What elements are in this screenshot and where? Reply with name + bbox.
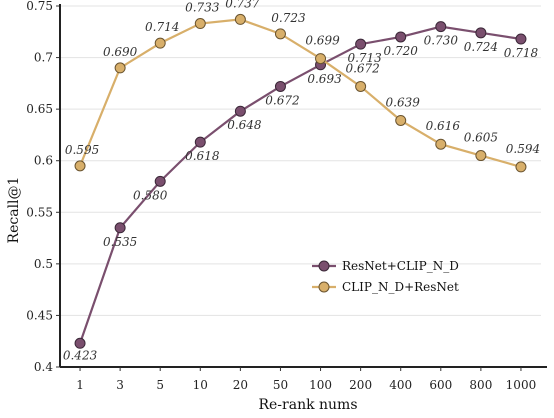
y-tick-label: 0.45 [26,308,53,322]
y-tick-label: 0.6 [34,154,53,168]
data-label: 0.535 [103,235,137,249]
data-point [515,161,527,173]
data-point [274,28,286,40]
data-label: 0.639 [386,95,421,109]
data-point [475,27,487,39]
x-tick-label: 3 [116,378,124,392]
data-label: 0.699 [305,34,340,48]
data-point [515,33,527,45]
data-label: 0.690 [103,45,138,59]
x-tick-label: 600 [429,378,452,392]
data-point [74,337,86,349]
data-label: 0.713 [347,51,382,65]
x-tick-label: 800 [469,378,492,392]
legend: ResNet+CLIP_N_D CLIP_N_D+ResNet [312,259,459,294]
data-point [435,138,447,150]
data-label: 0.720 [384,44,419,58]
data-label: 0.594 [506,142,540,156]
legend-label-clip-resnet: CLIP_N_D+ResNet [342,280,459,294]
series-layer [74,13,527,349]
x-tick-label: 20 [233,378,248,392]
data-label: 0.672 [345,61,379,75]
data-label: 0.616 [426,119,461,133]
grid-layer [60,5,541,368]
data-label: 0.580 [133,188,168,202]
legend-marker-clip-resnet [318,281,330,293]
data-label: 0.724 [464,40,498,54]
data-point [315,53,327,65]
series-line-0 [79,25,522,344]
data-point [475,150,487,162]
data-point [274,80,286,92]
x-tick-label: 200 [349,378,372,392]
x-tick-label: 1000 [506,378,537,392]
data-point [114,222,126,234]
y-tick-label: 0.65 [26,102,53,116]
data-label: 0.648 [227,118,262,132]
data-point [355,80,367,92]
data-point [395,31,407,43]
data-point [355,38,367,50]
x-tick-label: 400 [389,378,412,392]
y-tick-label: 0.7 [34,51,53,65]
y-tick-label: 0.4 [34,360,53,374]
series-line-1 [79,18,522,168]
data-label: 0.730 [424,34,459,48]
x-tick-label: 5 [156,378,164,392]
x-tick-label: 50 [273,378,288,392]
legend-label-resnet-clip: ResNet+CLIP_N_D [342,259,459,273]
data-point [154,175,166,187]
data-point [435,21,447,33]
y-tick-label: 0.55 [26,205,53,219]
y-tick-label: 0.75 [26,0,53,13]
data-point [114,62,126,74]
y-tick-label: 0.5 [34,257,53,271]
data-label: 0.693 [307,72,342,86]
x-tick-label: 10 [193,378,208,392]
data-label: 0.714 [145,20,179,34]
data-label: 0.595 [65,143,99,157]
x-tick-label: 100 [309,378,332,392]
axes-layer [56,4,547,371]
data-point [234,13,246,25]
data-label: 0.733 [185,1,220,15]
y-axis-title: Recall@1 [6,177,22,244]
data-label: 0.718 [504,46,539,60]
data-label: 0.605 [464,131,498,145]
data-point [74,160,86,172]
data-label: 0.723 [271,11,306,25]
data-label: 0.618 [185,149,220,163]
data-label: 0.737 [225,0,260,10]
data-labels-layer: 0.4230.5350.5800.6180.6480.6720.6930.713… [63,0,540,362]
tick-labels-layer: 0.4 0.45 0.5 0.55 0.6 0.65 0.7 0.75 1 3 5 10 20 50 100… [26,0,536,392]
data-point [154,37,166,49]
data-point [395,114,407,126]
data-label: 0.423 [63,348,98,362]
data-point [194,18,206,30]
data-point [234,105,246,117]
x-axis-title: Re-rank nums [258,397,357,413]
data-label: 0.672 [265,93,299,107]
data-point [194,136,206,148]
x-tick-label: 1 [76,378,84,392]
legend-marker-resnet-clip [318,260,330,272]
